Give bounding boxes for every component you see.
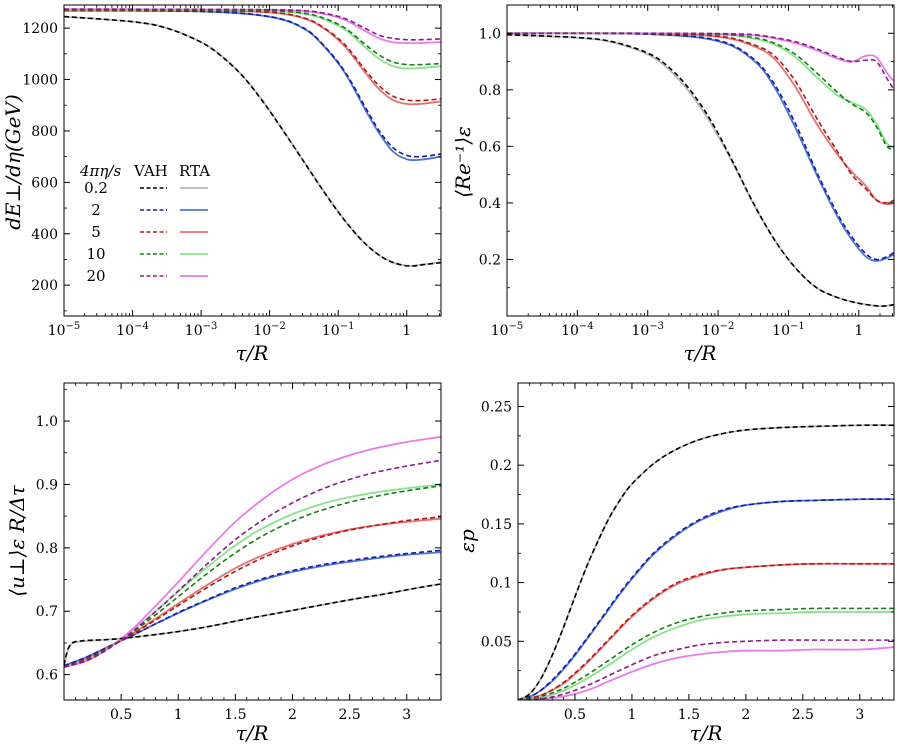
legend-entry-label: 0.2 xyxy=(84,179,108,197)
y-tick-label: 200 xyxy=(31,278,58,294)
y-tick-label: 0.6 xyxy=(36,668,58,684)
legend: 4πη/s VAH RTA 0.2 2 5 10 20 xyxy=(79,162,210,285)
y-tick-label: 0.9 xyxy=(36,477,58,493)
series-line-vah-20 xyxy=(518,639,894,700)
series-line-rta-20 xyxy=(518,646,894,700)
y-tick-label: 1.0 xyxy=(36,414,58,430)
series-line-vah-20 xyxy=(507,32,894,91)
x-axis-label: τ/R xyxy=(684,341,717,365)
series-line-vah-2 xyxy=(518,498,894,700)
series-line-vah-10 xyxy=(518,607,894,700)
series-line-vah-20 xyxy=(64,459,441,668)
y-axis-label: dE⊥/dη(GeV) xyxy=(1,94,25,230)
x-tick-label: 0.5 xyxy=(110,707,132,723)
series-line-vah-2 xyxy=(507,32,894,261)
panel-eccentricity: 0.5 1 1.5 2 2.5 3 0.05 0.1 0.15 0.2 0.25 τ/R εp xyxy=(455,382,895,745)
x-tick-label: 2 xyxy=(288,707,297,723)
series-line-vah-0-2 xyxy=(507,33,894,307)
y-tick-label: 0.2 xyxy=(490,458,512,474)
series-line-rta-20 xyxy=(507,32,894,82)
series-line-rta-5 xyxy=(64,9,441,106)
x-tick-label: 3 xyxy=(402,707,411,723)
series-line-vah-10 xyxy=(507,32,894,150)
series-line-rta-2 xyxy=(507,32,894,262)
y-tick-label: 400 xyxy=(31,227,58,243)
legend-rows: 0.2 2 5 10 20 xyxy=(84,179,208,285)
legend-col-rta: RTA xyxy=(179,162,210,180)
y-axis-label: ⟨u⊥⟩ε R/Δτ xyxy=(5,484,29,597)
series-layer xyxy=(64,435,441,668)
y-tick-label: 0.8 xyxy=(36,541,58,557)
y-tick-label: 0.25 xyxy=(481,399,512,415)
legend-entry-label: 5 xyxy=(91,223,101,241)
x-tick-label: 2.5 xyxy=(338,707,360,723)
y-tick-label: 0.6 xyxy=(479,139,501,155)
series-line-vah-5 xyxy=(518,562,894,700)
x-axis-label: τ/R xyxy=(690,721,723,745)
x-tick-label: 3 xyxy=(855,707,864,723)
series-line-rta-10 xyxy=(518,610,894,700)
series-line-rta-2 xyxy=(64,9,441,162)
y-tick-label: 1.0 xyxy=(479,26,501,42)
ticks-layer: 0.5 1 1.5 2 2.5 3 0.6 0.7 0.8 0.9 1.0 xyxy=(36,383,441,723)
plot-frame xyxy=(517,382,895,701)
y-tick-label: 1000 xyxy=(22,73,58,89)
y-tick-label: 0.2 xyxy=(479,252,501,268)
x-tick-label: 1 xyxy=(174,707,183,723)
legend-col-vah: VAH xyxy=(133,162,168,180)
y-axis-label: ⟨Re⁻¹⟩ε xyxy=(451,126,475,198)
x-tick-label: 1.5 xyxy=(678,707,700,723)
series-line-vah-10 xyxy=(64,8,441,66)
x-tick-label: 1 xyxy=(627,707,636,723)
y-axis-label: εp xyxy=(455,529,479,553)
plot-frame xyxy=(63,4,442,317)
y-tick-label: 0.8 xyxy=(479,83,501,99)
y-tick-label: 0.1 xyxy=(490,576,512,592)
legend-entry-label: 20 xyxy=(86,267,105,285)
y-tick-label: 0.15 xyxy=(481,517,512,533)
series-layer xyxy=(64,8,441,267)
x-tick-label: 1.5 xyxy=(224,707,246,723)
y-tick-label: 800 xyxy=(31,124,58,140)
series-line-vah-2 xyxy=(64,9,441,158)
x-tick-label: 2 xyxy=(741,707,750,723)
panel-flow: 0.5 1 1.5 2 2.5 3 0.6 0.7 0.8 0.9 1.0 τ/R ⟨u⊥⟩ε R/… xyxy=(5,382,442,745)
y-tick-label: 0.4 xyxy=(479,196,501,212)
x-tick-label: 1 xyxy=(402,323,411,339)
legend-title: 4πη/s xyxy=(79,162,121,180)
series-line-vah-0-2 xyxy=(518,424,894,700)
plot-frame xyxy=(506,4,895,317)
x-tick-label: 2.5 xyxy=(792,707,814,723)
x-tick-label: 0.5 xyxy=(564,707,586,723)
series-line-vah-5 xyxy=(507,32,894,204)
series-layer xyxy=(507,32,894,308)
y-tick-label: 0.05 xyxy=(481,634,512,650)
legend-entry-label: 10 xyxy=(86,245,105,263)
y-tick-label: 1200 xyxy=(22,21,58,37)
y-tick-label: 600 xyxy=(31,175,58,191)
series-layer xyxy=(518,424,894,700)
series-line-vah-5 xyxy=(64,9,441,102)
x-tick-label: 1 xyxy=(854,323,863,339)
x-axis-label: τ/R xyxy=(236,721,269,745)
panel-reynolds: 10−5 10−4 10−3 10−2 10−1 10.20.40.60.81.0 τ/R… xyxy=(451,4,895,365)
series-line-rta-0-2 xyxy=(507,33,894,308)
series-line-rta-20 xyxy=(64,8,441,45)
series-line-rta-0-2 xyxy=(64,15,441,267)
series-line-vah-20 xyxy=(64,8,441,41)
legend-entry-label: 2 xyxy=(91,201,101,219)
ticks-layer: 0.5 1 1.5 2 2.5 3 0.05 0.1 0.15 0.2 0.25 xyxy=(481,383,894,723)
plot-frame xyxy=(63,382,442,701)
y-tick-label: 0.7 xyxy=(36,604,58,620)
x-axis-label: τ/R xyxy=(236,341,269,365)
series-line-vah-0-2 xyxy=(64,583,441,666)
